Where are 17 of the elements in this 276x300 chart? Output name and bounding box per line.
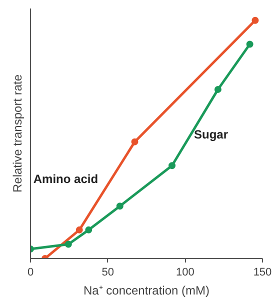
x-tick-label: 50 (102, 266, 114, 278)
y-axis-title: Relative transport rate (10, 74, 24, 193)
point (76, 226, 83, 234)
x-axis-title: Na⁺ concentration (mM) (83, 284, 210, 298)
point (85, 226, 92, 234)
point (214, 86, 222, 93)
x-tick-label: 100 (176, 266, 194, 278)
point (168, 162, 176, 170)
point (116, 202, 124, 210)
x-tick-label: 150 (253, 266, 272, 278)
point (252, 16, 259, 24)
point (64, 240, 72, 248)
series-label: Sugar (194, 128, 228, 142)
x-tick-label: 0 (27, 266, 34, 278)
point (131, 138, 138, 146)
point (246, 40, 254, 48)
series-label: Amino acid (33, 172, 98, 186)
